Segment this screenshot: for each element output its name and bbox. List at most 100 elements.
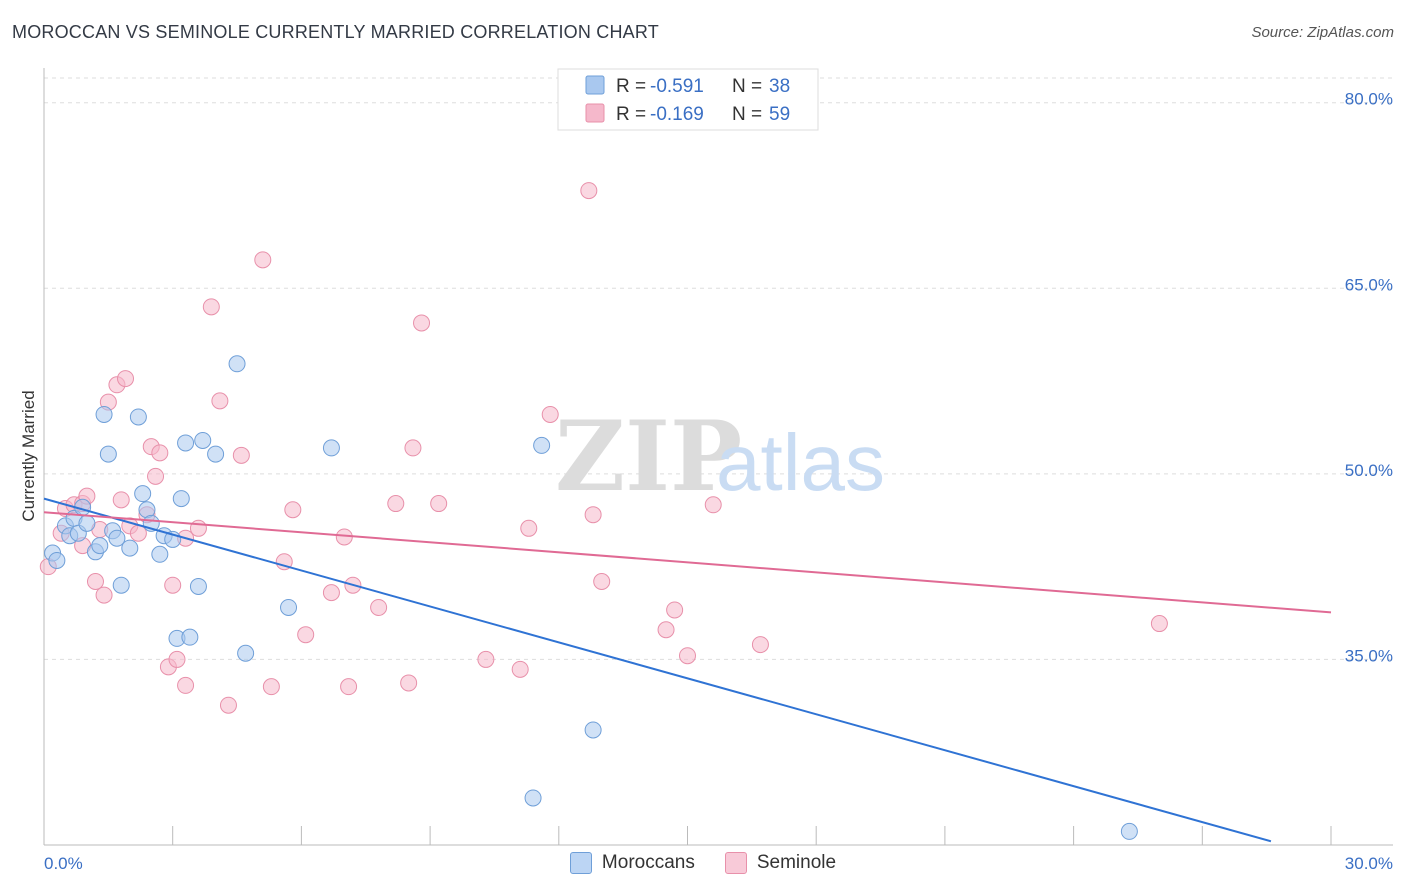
seminole-point bbox=[520, 519, 538, 537]
seminole-swatch bbox=[724, 852, 747, 874]
moroccans-point bbox=[95, 405, 113, 423]
seminole-point bbox=[387, 495, 405, 513]
legend-swatch-seminole bbox=[585, 103, 605, 123]
legend-r-label: R = bbox=[616, 104, 646, 125]
seminole-trendline bbox=[43, 511, 1332, 614]
moroccans-point bbox=[172, 490, 190, 508]
moroccans-point bbox=[207, 445, 225, 463]
trend-lines bbox=[43, 497, 1332, 843]
seminole-point bbox=[751, 636, 769, 654]
moroccans-point bbox=[322, 439, 340, 457]
stats-legend: R = -0.591 N = 38 R = -0.169 N = 59 bbox=[557, 68, 819, 131]
moroccans-point bbox=[99, 445, 117, 463]
axes bbox=[43, 68, 1393, 846]
moroccans-point bbox=[151, 545, 169, 563]
seminole-point bbox=[147, 467, 165, 485]
legend-r-value: -0.591 bbox=[650, 76, 704, 97]
moroccans-point bbox=[237, 644, 255, 662]
seminole-point bbox=[584, 506, 602, 524]
moroccans-point bbox=[121, 539, 139, 557]
seminole-point bbox=[275, 553, 293, 571]
seminole-point bbox=[477, 650, 495, 668]
moroccans-point bbox=[112, 576, 130, 594]
seminole-point bbox=[679, 647, 696, 665]
seminole-point bbox=[202, 298, 220, 316]
seminole-point bbox=[404, 439, 422, 457]
y-axis-label: Currently Married bbox=[19, 390, 38, 521]
seminole-point bbox=[189, 519, 207, 537]
seminole-point bbox=[284, 501, 302, 519]
seminole-point bbox=[430, 495, 448, 513]
legend-label-moroccans: Moroccans bbox=[601, 852, 695, 873]
seminole-point bbox=[177, 676, 195, 694]
moroccans-point bbox=[280, 598, 298, 616]
x-tick-label-max: 30.0% bbox=[1345, 854, 1393, 873]
seminole-point bbox=[151, 444, 169, 462]
seminole-point bbox=[322, 584, 340, 602]
moroccans-point bbox=[48, 551, 66, 569]
seminole-point bbox=[168, 650, 186, 668]
moroccans-point bbox=[533, 436, 551, 454]
moroccans-point bbox=[584, 721, 602, 739]
seminole-point bbox=[117, 370, 135, 388]
legend-item-seminole[interactable]: Seminole bbox=[724, 852, 837, 874]
seminole-point bbox=[666, 601, 684, 619]
moroccans-point bbox=[228, 355, 246, 373]
legend-r-label: R = bbox=[616, 76, 646, 97]
moroccans-point bbox=[129, 408, 147, 426]
x-tick-label-min: 0.0% bbox=[44, 854, 83, 873]
seminole-point bbox=[112, 491, 130, 509]
moroccans-point bbox=[194, 431, 212, 449]
watermark-zip: ZIP bbox=[555, 400, 742, 513]
seminole-point bbox=[657, 621, 675, 639]
legend-n-label: N = bbox=[732, 104, 762, 125]
moroccans-point bbox=[108, 529, 126, 547]
y-tick-label: 65.0% bbox=[1345, 275, 1393, 294]
y-tick-label: 35.0% bbox=[1345, 646, 1393, 665]
seminole-point bbox=[593, 572, 611, 590]
seminole-point bbox=[211, 392, 229, 410]
seminole-point bbox=[1150, 615, 1168, 633]
seminole-point bbox=[219, 696, 237, 714]
moroccans-point bbox=[1120, 822, 1138, 840]
y-tick-label: 80.0% bbox=[1345, 90, 1393, 109]
legend-n-value: 59 bbox=[769, 104, 790, 125]
seminole-point bbox=[164, 576, 182, 594]
seminole-point bbox=[262, 678, 280, 696]
moroccans-swatch bbox=[569, 852, 592, 874]
moroccans-point bbox=[524, 789, 542, 807]
source-label: Source: ZipAtlas.com bbox=[1251, 24, 1394, 41]
seminole-point bbox=[232, 446, 250, 464]
legend-n-value: 38 bbox=[769, 76, 790, 97]
legend-r-value: -0.169 bbox=[650, 104, 704, 125]
moroccans-point bbox=[134, 485, 152, 503]
grid-lines bbox=[44, 77, 1393, 660]
seminole-point bbox=[297, 626, 315, 644]
series-legend: Moroccans Seminole bbox=[0, 852, 1406, 874]
seminole-point bbox=[95, 586, 113, 604]
seminole-point bbox=[86, 572, 104, 590]
moroccans-point bbox=[78, 514, 96, 532]
legend-item-moroccans[interactable]: Moroccans bbox=[569, 852, 695, 874]
chart-title: MOROCCAN VS SEMINOLE CURRENTLY MARRIED C… bbox=[12, 22, 659, 42]
legend-label-seminole: Seminole bbox=[756, 852, 837, 873]
seminole-point bbox=[704, 496, 722, 514]
moroccans-point bbox=[91, 537, 109, 555]
moroccans-trendline bbox=[43, 497, 1272, 843]
seminole-point bbox=[254, 251, 272, 269]
y-tick-labels: 35.0% 50.0% 65.0% 80.0% bbox=[1345, 90, 1393, 666]
seminole-point bbox=[413, 314, 431, 332]
seminole-point bbox=[340, 678, 358, 696]
legend-swatch-moroccans bbox=[585, 75, 605, 95]
legend-n-label: N = bbox=[732, 76, 762, 97]
seminole-point bbox=[370, 598, 388, 616]
seminole-point bbox=[400, 674, 418, 692]
watermark-atlas: atlas bbox=[716, 418, 885, 507]
seminole-point bbox=[580, 182, 598, 200]
seminole-point bbox=[511, 660, 529, 678]
moroccans-point bbox=[177, 434, 195, 452]
y-tick-label: 50.0% bbox=[1345, 461, 1393, 480]
moroccans-point bbox=[181, 628, 199, 646]
moroccans-point bbox=[189, 577, 207, 595]
